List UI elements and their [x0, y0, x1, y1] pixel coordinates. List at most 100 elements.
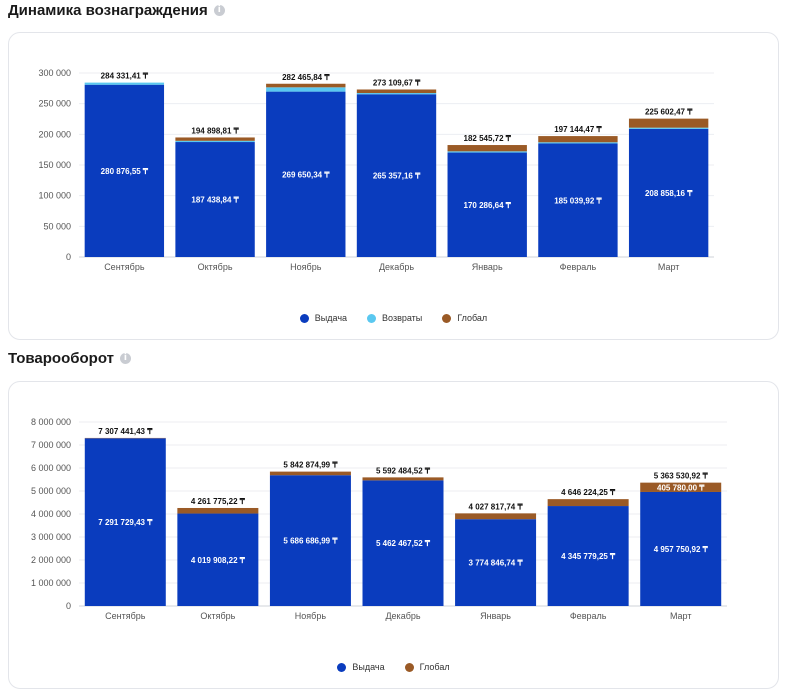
legend-label: Выдача — [314, 313, 348, 323]
bar-глобал — [640, 482, 722, 492]
inner-value-label: 5 462 467,52 ₸ — [376, 539, 431, 548]
y-tick-label: 2 000 000 — [31, 555, 71, 565]
y-tick-label: 0 — [66, 252, 71, 262]
bar-выдача — [175, 142, 255, 257]
legend-item-выдача[interactable]: Выдача — [299, 313, 348, 323]
total-value-label: 182 545,72 ₸ — [464, 134, 512, 143]
bar-возвраты — [175, 140, 255, 143]
y-tick-label: 6 000 000 — [31, 463, 71, 473]
x-tick-label: Март — [670, 611, 692, 621]
bar-возвраты — [266, 87, 346, 92]
inner-value-label: 170 286,64 ₸ — [464, 201, 512, 210]
y-tick-label: 300 000 — [38, 68, 71, 78]
segment-value-label: 405 780,00 ₸ — [657, 483, 705, 492]
x-tick-label: Январь — [480, 611, 511, 621]
bar-глобал — [362, 477, 444, 481]
total-value-label: 5 363 530,92 ₸ — [654, 472, 709, 481]
x-tick-label: Февраль — [570, 611, 607, 621]
x-tick-label: Декабрь — [379, 262, 414, 272]
bar-глобал — [269, 471, 351, 476]
y-tick-label: 3 000 000 — [31, 532, 71, 542]
y-tick-label: 50 000 — [43, 221, 71, 231]
x-tick-label: Ноябрь — [295, 611, 327, 621]
bar-глобал — [538, 136, 618, 143]
inner-value-label: 280 876,55 ₸ — [101, 167, 149, 176]
legend-dot — [337, 662, 347, 672]
total-value-label: 284 331,41 ₸ — [101, 72, 149, 81]
inner-value-label: 185 039,92 ₸ — [554, 196, 602, 205]
bar-выдача — [547, 506, 629, 606]
y-tick-label: 0 — [66, 601, 71, 611]
inner-value-label: 208 858,16 ₸ — [645, 189, 693, 198]
total-value-label: 197 144,47 ₸ — [554, 125, 602, 134]
info-icon[interactable]: i — [119, 353, 131, 364]
total-value-label: 5 842 874,99 ₸ — [283, 461, 338, 470]
turnover-chart: 0 1 000 000 2 000 000 3 000 000 4 000 000 5 0… — [31, 417, 727, 621]
bar-выдача — [455, 519, 537, 606]
turnover-title-text: Товарооборот — [8, 350, 114, 367]
legend-label: Глобал — [419, 662, 450, 672]
bar-глобал — [455, 513, 537, 520]
y-tick-label: 150 000 — [38, 160, 71, 170]
bar-глобал — [628, 118, 709, 128]
legend-item-глобал[interactable]: Глобал — [404, 662, 450, 672]
legend-dot — [299, 313, 309, 323]
y-tick-label: 7 000 000 — [31, 440, 71, 450]
total-value-label: 7 307 441,43 ₸ — [98, 427, 153, 436]
x-tick-label: Октябрь — [198, 262, 233, 272]
x-tick-label: Сентябрь — [105, 611, 146, 621]
bar-глобал — [547, 499, 629, 507]
bar-возвраты — [84, 82, 165, 85]
bar-выдача — [538, 143, 618, 257]
turnover-chart-legend: Выдача Глобал — [9, 662, 778, 672]
bar-выдача — [447, 152, 527, 257]
bar-выдача — [84, 84, 165, 257]
legend-label: Глобал — [457, 313, 488, 323]
inner-value-label: 187 438,84 ₸ — [191, 196, 239, 205]
y-tick-label: 5 000 000 — [31, 486, 71, 496]
total-value-label: 225 602,47 ₸ — [645, 108, 693, 117]
bar-выдача — [628, 128, 709, 257]
x-tick-label: Февраль — [560, 262, 597, 272]
bar-глобал — [175, 137, 255, 141]
x-tick-label: Декабрь — [385, 611, 420, 621]
inner-value-label: 3 774 846,74 ₸ — [469, 559, 524, 568]
y-tick-label: 200 000 — [38, 129, 71, 139]
x-tick-label: Январь — [472, 262, 503, 272]
x-tick-label: Сентябрь — [104, 262, 145, 272]
total-value-label: 273 109,67 ₸ — [373, 78, 421, 87]
legend-item-выдача[interactable]: Выдача — [337, 662, 385, 672]
info-icon[interactable]: i — [213, 5, 225, 16]
legend-label: Возвраты — [382, 313, 423, 323]
total-value-label: 5 592 484,52 ₸ — [376, 466, 431, 475]
legend-dot — [442, 313, 452, 323]
turnover-section-title: Товарооборот i — [8, 350, 131, 367]
bar-выдача — [84, 438, 166, 606]
reward-chart-card: 0 50 000 100 000 150 000 200 000 250 000 300 0… — [8, 32, 779, 340]
bar-выдача — [266, 91, 346, 257]
bar-глобал — [447, 145, 527, 152]
bar-возвраты — [538, 142, 618, 144]
inner-value-label: 7 291 729,43 ₸ — [98, 518, 153, 527]
y-tick-label: 4 000 000 — [31, 509, 71, 519]
reward-title-text: Динамика вознаграждения — [8, 2, 208, 19]
reward-chart-legend: Выдача Возвраты Глобал — [9, 313, 778, 323]
inner-value-label: 5 686 686,99 ₸ — [283, 537, 338, 546]
bar-возвраты — [447, 151, 527, 153]
bar-возвраты — [628, 127, 709, 129]
bar-глобал — [266, 83, 346, 88]
bar-выдача — [362, 480, 444, 606]
inner-value-label: 265 357,16 ₸ — [373, 172, 421, 181]
legend-item-возвраты[interactable]: Возвраты — [367, 313, 422, 323]
legend-item-глобал[interactable]: Глобал — [442, 313, 487, 323]
x-tick-label: Ноябрь — [290, 262, 322, 272]
total-value-label: 282 465,84 ₸ — [282, 73, 330, 82]
reward-chart: 0 50 000 100 000 150 000 200 000 250 000 300 0… — [38, 68, 714, 272]
inner-value-label: 4 957 750,92 ₸ — [654, 545, 709, 554]
legend-label: Выдача — [352, 662, 385, 672]
turnover-chart-card: 0 1 000 000 2 000 000 3 000 000 4 000 000 5 0… — [8, 381, 779, 689]
total-value-label: 4 027 817,74 ₸ — [469, 502, 524, 511]
x-tick-label: Октябрь — [200, 611, 235, 621]
bar-глобал — [356, 89, 437, 94]
bar-глобал — [177, 507, 259, 514]
